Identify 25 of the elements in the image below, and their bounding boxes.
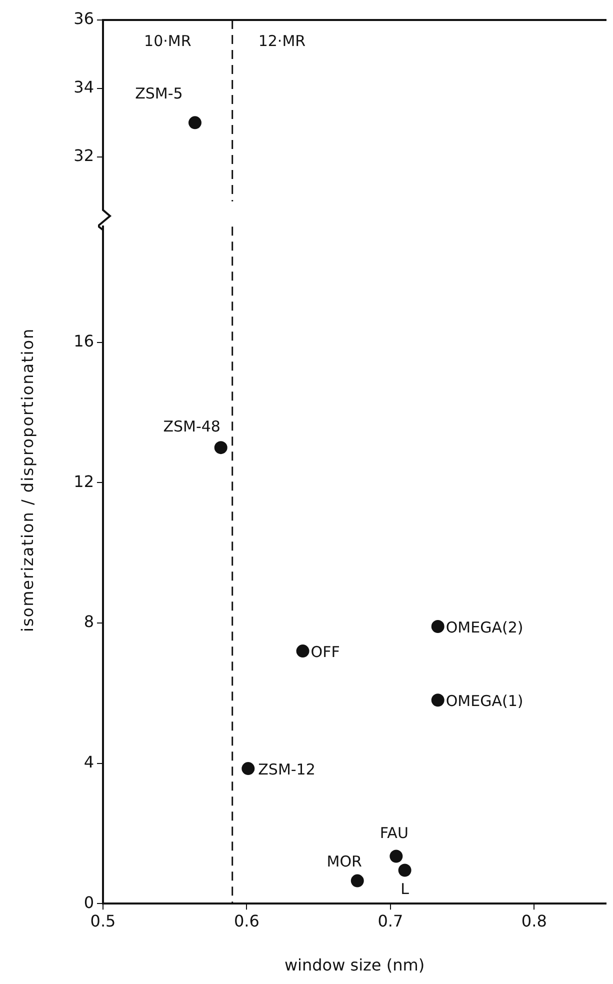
- annotation: FAU: [380, 824, 408, 842]
- annotation: L: [400, 880, 410, 898]
- x-tick-label: 0.8: [521, 911, 547, 930]
- x-tick-label: 0.5: [90, 911, 116, 930]
- annotation: OMEGA(1): [446, 692, 524, 710]
- annotation: ZSM-12: [258, 760, 316, 778]
- y-tick-label: 16: [74, 332, 94, 351]
- y-tick-label: 4: [84, 752, 94, 772]
- x-axis-title: window size (nm): [284, 956, 425, 975]
- y-axis-title: isomerization / disproportionation: [18, 328, 37, 632]
- annotation: OFF: [310, 642, 340, 661]
- annotation: 10·MR: [144, 32, 192, 50]
- annotation: ZSM-48: [163, 417, 220, 436]
- y-tick-label: 0: [84, 892, 94, 912]
- y-tick-label: 36: [74, 9, 94, 28]
- x-tick-label: 0.6: [234, 911, 260, 930]
- y-tick-label: 34: [74, 78, 94, 97]
- annotation: MOR: [326, 852, 362, 871]
- annotation: OMEGA(2): [446, 618, 524, 636]
- x-tick-label: 0.7: [378, 911, 404, 930]
- y-tick-label: 8: [84, 612, 94, 632]
- annotation: 12·MR: [258, 32, 306, 50]
- annotation: ZSM-5: [135, 84, 183, 103]
- y-tick-label: 32: [74, 146, 94, 166]
- y-tick-label: 12: [74, 472, 94, 491]
